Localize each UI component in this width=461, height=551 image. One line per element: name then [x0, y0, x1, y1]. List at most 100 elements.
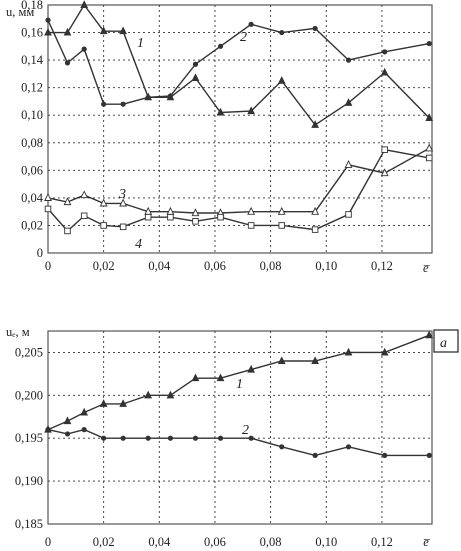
- y-tick-label: 0,16: [21, 26, 43, 40]
- data-point: [345, 57, 352, 63]
- x-tick-label: 0,02: [93, 259, 115, 273]
- tick-labels-bottom: 0,185 0,190 0,195 0,200 0,205 0 0,02 0,04 0,06 0,…: [15, 345, 430, 549]
- panel-label: a: [440, 336, 447, 351]
- panel-label-box: [433, 329, 459, 353]
- data-point: [167, 93, 174, 99]
- data-point: [80, 407, 89, 416]
- data-point: [64, 431, 71, 437]
- data-point: [247, 106, 255, 115]
- data-point: [425, 143, 434, 152]
- data-point: [247, 206, 256, 215]
- x-tick-label: 0,04: [148, 259, 171, 273]
- data-point: [425, 113, 434, 121]
- data-point: [120, 435, 126, 441]
- x-tick-label: 0,12: [371, 259, 393, 273]
- x-tick-label: 0: [45, 259, 51, 273]
- data-point: [425, 154, 433, 162]
- data-point: [192, 218, 199, 225]
- data-point: [166, 390, 175, 399]
- series-top-4: [44, 146, 433, 235]
- x-tick-label: 0,04: [148, 535, 171, 549]
- data-point: [380, 67, 389, 76]
- data-point: [80, 190, 89, 199]
- data-point: [101, 101, 107, 107]
- data-point: [345, 444, 352, 450]
- data-point: [44, 205, 52, 213]
- x-tick-label: 0,10: [315, 535, 337, 549]
- data-point: [344, 98, 353, 106]
- y-tick-label: 0,18: [21, 0, 43, 12]
- y-tick-label: 0,06: [21, 163, 43, 177]
- y-tick-label: 0,04: [21, 191, 44, 205]
- data-point: [81, 427, 87, 433]
- series-bottom-2: [45, 427, 432, 458]
- data-point: [426, 40, 432, 47]
- data-point: [312, 25, 318, 32]
- data-point: [144, 390, 153, 399]
- series-top-1: [44, 0, 434, 128]
- data-point: [63, 416, 72, 425]
- data-point: [144, 213, 152, 221]
- y-tick-label: 0,205: [15, 345, 43, 359]
- chart-displacement: 0 0,02 0,04 0,06 0,08 0,10 0,12 0,14 0,16 0,18 0 0,…: [6, 0, 434, 275]
- y-axis-label-top: u, мм: [6, 5, 34, 19]
- plot-frame-top: [47, 4, 433, 254]
- y-tick-label: 0,14: [21, 53, 44, 67]
- data-point: [191, 208, 200, 217]
- data-point: [425, 330, 434, 339]
- x-tick-label: 0,06: [204, 535, 226, 549]
- data-point: [80, 0, 89, 8]
- data-point: [192, 435, 199, 441]
- data-point: [248, 435, 254, 441]
- data-point: [279, 444, 285, 450]
- data-point: [381, 146, 388, 153]
- data-point: [145, 94, 151, 100]
- data-point: [311, 206, 320, 215]
- series-group-top: [44, 0, 434, 235]
- x-tick-label: 0,08: [260, 535, 282, 549]
- data-point: [191, 373, 200, 382]
- data-point: [311, 226, 319, 233]
- data-point: [45, 17, 51, 23]
- x-tick-label: 0,02: [93, 535, 115, 549]
- data-point: [101, 435, 107, 441]
- curve-label-top-1: 1: [137, 36, 144, 51]
- data-point: [64, 60, 71, 66]
- data-point: [119, 26, 127, 35]
- y-axis-label-bottom: uₑ, м: [6, 325, 30, 339]
- data-point: [382, 452, 388, 458]
- data-point: [382, 49, 388, 55]
- data-point: [217, 213, 224, 221]
- chart-edge-displacement: 0,185 0,190 0,195 0,200 0,205 0 0,02 0,04 0,06 0,…: [6, 325, 459, 549]
- y-tick-label: 0,185: [15, 517, 43, 531]
- y-tick-label: 0,08: [21, 136, 43, 150]
- plot-frame-bottom: [47, 330, 433, 525]
- series-line: [48, 3, 430, 126]
- data-point: [63, 27, 72, 36]
- gridlines-bottom: [48, 331, 432, 524]
- y-tick-label: 0,10: [21, 108, 43, 122]
- y-tick-label: 0: [37, 246, 43, 260]
- y-tick-label: 0,195: [15, 431, 43, 445]
- data-point: [217, 435, 224, 441]
- data-point: [100, 222, 107, 229]
- curve-label-top-3: 3: [118, 187, 126, 202]
- data-point: [217, 43, 224, 49]
- data-point: [344, 160, 353, 168]
- data-point: [119, 399, 127, 407]
- y-tick-label: 0,190: [15, 474, 43, 488]
- data-point: [380, 168, 389, 177]
- data-point: [80, 212, 88, 220]
- tick-labels-top: 0 0,02 0,04 0,06 0,08 0,10 0,12 0,14 0,16 0,18 0 0,…: [21, 0, 393, 273]
- curve-label-top-4: 4: [135, 237, 142, 252]
- x-tick-label: 0,10: [315, 259, 337, 273]
- data-point: [192, 61, 199, 67]
- data-point: [277, 206, 286, 215]
- data-point: [312, 452, 318, 458]
- y-tick-label: 0,02: [21, 218, 43, 232]
- data-point: [99, 198, 108, 207]
- data-point: [167, 435, 174, 441]
- data-point: [119, 223, 127, 231]
- x-tick-label: e̅: [423, 535, 430, 549]
